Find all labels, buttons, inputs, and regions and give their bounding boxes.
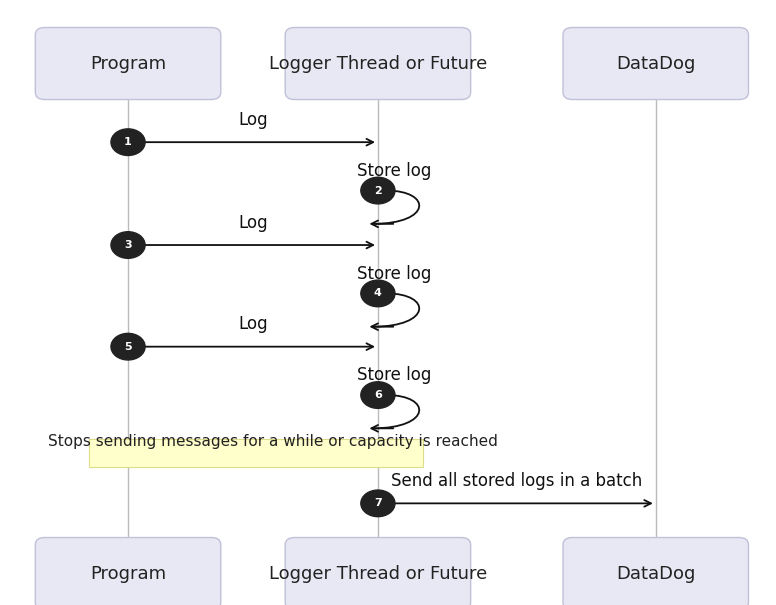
Text: 5: 5 (124, 342, 132, 352)
FancyBboxPatch shape (563, 28, 748, 99)
Circle shape (361, 280, 395, 307)
Text: 1: 1 (124, 137, 132, 147)
Text: 7: 7 (374, 499, 382, 508)
Circle shape (361, 177, 395, 204)
Text: Store log: Store log (357, 264, 431, 283)
Circle shape (111, 129, 145, 155)
Text: Logger Thread or Future: Logger Thread or Future (268, 54, 487, 73)
Circle shape (361, 382, 395, 408)
Text: 2: 2 (374, 186, 382, 195)
Text: DataDog: DataDog (616, 54, 695, 73)
Circle shape (361, 490, 395, 517)
FancyBboxPatch shape (286, 538, 470, 605)
Text: Log: Log (238, 315, 268, 333)
FancyBboxPatch shape (563, 538, 748, 605)
Text: 6: 6 (374, 390, 382, 400)
FancyBboxPatch shape (36, 28, 220, 99)
Circle shape (111, 333, 145, 360)
FancyBboxPatch shape (286, 28, 470, 99)
Text: Log: Log (238, 111, 268, 129)
Text: DataDog: DataDog (616, 564, 695, 583)
Text: Log: Log (238, 214, 268, 232)
Text: Stops sending messages for a while or capacity is reached: Stops sending messages for a while or ca… (48, 434, 498, 448)
Text: 4: 4 (374, 289, 382, 298)
Text: Send all stored logs in a batch: Send all stored logs in a batch (391, 472, 643, 490)
Text: 3: 3 (124, 240, 132, 250)
Text: Logger Thread or Future: Logger Thread or Future (268, 564, 487, 583)
FancyBboxPatch shape (89, 439, 423, 467)
Text: Store log: Store log (357, 162, 431, 180)
FancyBboxPatch shape (36, 538, 220, 605)
Text: Store log: Store log (357, 366, 431, 384)
Text: Program: Program (90, 564, 166, 583)
Text: Program: Program (90, 54, 166, 73)
Circle shape (111, 232, 145, 258)
